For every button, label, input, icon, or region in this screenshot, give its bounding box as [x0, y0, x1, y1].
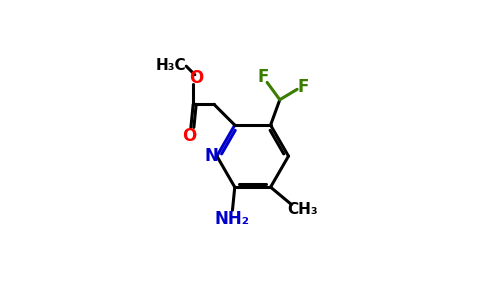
- Text: H₃C: H₃C: [156, 58, 186, 73]
- Text: O: O: [190, 69, 204, 87]
- Text: F: F: [297, 78, 309, 96]
- Text: CH₃: CH₃: [287, 202, 318, 217]
- Text: N: N: [205, 147, 219, 165]
- Text: F: F: [258, 68, 269, 85]
- Text: O: O: [182, 127, 197, 145]
- Text: NH₂: NH₂: [215, 210, 250, 228]
